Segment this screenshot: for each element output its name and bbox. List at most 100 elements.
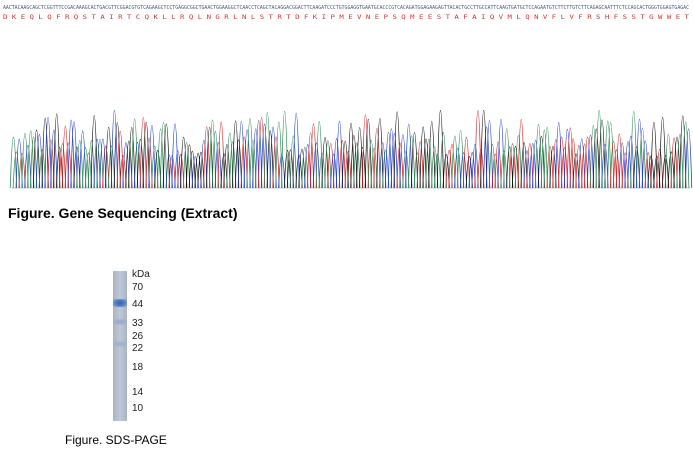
trace-peak-a	[500, 150, 508, 189]
trace-peak-a	[534, 123, 543, 189]
trace-peak-g	[659, 116, 667, 189]
trace-peak-t	[584, 136, 592, 189]
trace-peak-g	[185, 144, 194, 189]
trace-peak-c	[200, 139, 208, 189]
trace-peak-c	[635, 118, 644, 189]
trace-peak-c	[483, 126, 491, 189]
trace-peak-a	[289, 135, 297, 189]
trace-peak-g	[56, 147, 64, 189]
trace-peak-g	[419, 126, 427, 189]
trace-peak-c	[641, 140, 649, 189]
trace-peak-c	[243, 129, 251, 189]
trace-peak-t	[526, 143, 534, 189]
trace-peak-c	[148, 124, 156, 189]
trace-peak-g	[520, 142, 528, 189]
trace-peak-c	[684, 128, 693, 189]
trace-peak-a	[413, 152, 421, 189]
trace-peak-c	[44, 116, 52, 189]
trace-peak-g	[283, 150, 292, 189]
sequencing-chromatogram: AACTACAAGCAGCTCGGTTTCCGACAAAGCACTGACGTTC…	[3, 5, 693, 189]
trace-peak-g	[341, 140, 349, 189]
trace-peak-a	[402, 151, 410, 189]
trace-peak-g	[154, 150, 162, 189]
trace-peak-g	[295, 154, 303, 189]
trace-peak-g	[358, 147, 367, 189]
ladder-marker: 10	[132, 403, 144, 414]
trace-peak-a	[540, 129, 548, 189]
trace-peak-c	[555, 122, 563, 189]
trace-peak-a	[543, 127, 551, 189]
trace-peak-c	[24, 145, 32, 189]
trace-peak-g	[465, 155, 473, 189]
trace-peak-a	[9, 136, 18, 189]
trace-peak-c	[532, 139, 540, 189]
trace-peak-a	[408, 135, 416, 189]
trace-peak-t	[47, 139, 55, 189]
trace-peak-a	[281, 111, 289, 189]
trace-peak-a	[324, 140, 332, 189]
trace-peak-c	[497, 118, 505, 189]
trace-peak-c	[627, 135, 635, 189]
trace-peak-g	[347, 122, 355, 189]
trace-peak-c	[563, 129, 571, 189]
trace-peak-g	[661, 155, 670, 189]
trace-peak-g	[298, 149, 306, 189]
trace-peak-t	[119, 155, 127, 189]
trace-peak-t	[338, 140, 346, 189]
ladder-marker: 44	[132, 299, 144, 310]
trace-peak-c	[454, 147, 462, 189]
trace-peak-a	[425, 138, 433, 189]
trace-peak-g	[223, 144, 231, 189]
trace-peak-a	[208, 119, 217, 189]
trace-peak-g	[410, 132, 419, 189]
trace-peak-c	[387, 128, 395, 189]
trace-peak-g	[549, 146, 557, 189]
chromatogram-traces	[9, 110, 693, 189]
trace-peak-c	[335, 120, 344, 189]
trace-peak-t	[670, 137, 678, 189]
gel-unit-label: kDa	[132, 269, 150, 280]
trace-peak-a	[226, 132, 234, 189]
trace-peak-t	[344, 151, 352, 189]
trace-peak-t	[575, 145, 583, 189]
trace-peak-c	[485, 120, 494, 189]
trace-peak-g	[125, 140, 133, 189]
trace-peak-g	[113, 122, 121, 189]
trace-peak-g	[266, 130, 274, 189]
trace-peak-a	[595, 110, 603, 189]
trace-peak-c	[171, 123, 179, 189]
trace-peak-c	[67, 119, 75, 189]
trace-peak-g	[537, 135, 545, 189]
trace-peak-t	[18, 153, 26, 189]
trace-peak-g	[511, 146, 520, 189]
trace-peak-c	[459, 152, 468, 189]
trace-peak-t	[448, 144, 456, 189]
trace-peak-t	[116, 131, 124, 189]
trace-peak-t	[272, 136, 280, 189]
trace-peak-g	[480, 110, 488, 189]
trace-peak-c	[304, 144, 312, 189]
trace-peak-c	[99, 138, 107, 189]
trace-peak-g	[128, 127, 136, 189]
trace-peak-t	[609, 141, 618, 189]
trace-peak-c	[586, 134, 595, 189]
trace-peak-t	[307, 132, 315, 189]
trace-peak-g	[234, 139, 243, 189]
trace-peak-c	[529, 143, 537, 189]
trace-peak-a	[630, 111, 638, 189]
trace-peak-c	[255, 120, 263, 189]
trace-peak-a	[318, 152, 326, 189]
trace-peak-g	[679, 115, 687, 189]
trace-peak-g	[286, 149, 294, 189]
trace-peak-c	[191, 156, 199, 189]
trace-peak-a	[263, 112, 271, 189]
trace-peak-g	[90, 115, 98, 189]
trace-peak-t	[203, 126, 211, 189]
trace-peak-g	[73, 147, 81, 189]
sds-page-gel-image: kDa 70 44 33 26 22 18 14 10	[110, 262, 170, 422]
trace-peak-c	[312, 142, 320, 189]
trace-peak-g	[572, 153, 580, 189]
trace-peak-t	[615, 133, 623, 189]
trace-peak-c	[405, 123, 413, 189]
trace-peak-c	[278, 154, 286, 189]
